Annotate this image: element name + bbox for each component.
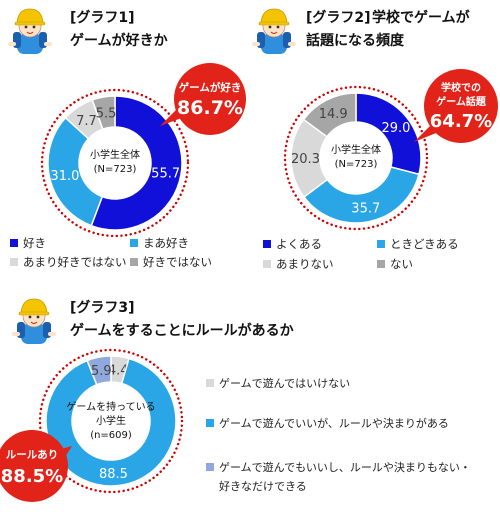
legend-label: まあ好き: [143, 236, 189, 250]
dotted-ring: [40, 88, 190, 238]
legend-swatch: [263, 240, 271, 248]
chart2-title-line2: 話題になる頻度: [306, 32, 405, 49]
badge2-title-line1: 学校での: [441, 81, 481, 94]
legend-item: 好きではない: [130, 254, 212, 270]
slice-value-label: 35.7: [351, 202, 380, 217]
legend-label: ゲームで遊んではいけない: [219, 377, 351, 390]
slice-value-label: 14.9: [319, 107, 348, 122]
legend-swatch: [206, 379, 214, 387]
legend-swatch: [130, 258, 138, 266]
slice-value-label: 7.7: [76, 114, 97, 129]
chart3-center-line3: (n=609): [90, 430, 132, 441]
donut-hole: [73, 383, 149, 459]
chart1-center-line2: (N=723): [94, 164, 137, 175]
legend-label: ゲームで遊んでいいが、ルールや決まりがある: [219, 417, 449, 430]
slice-value-label: 20.3: [291, 152, 320, 167]
legend-item: あまりない: [263, 256, 334, 272]
legend-label: 好き: [23, 236, 46, 250]
badge2-value: 64.7%: [430, 111, 492, 132]
dotted-ring: [283, 85, 429, 231]
chart3-center-line1: ゲームを持っている: [66, 400, 155, 413]
legend-label: 好きではない: [143, 255, 212, 269]
legend-label: よくある: [276, 237, 322, 251]
chart1-center-line1: 小学生全体: [90, 148, 140, 161]
chart2-title: [グラフ2]: [306, 9, 371, 26]
badge2-title-line2: ゲーム話題: [436, 95, 487, 108]
slice-value-label: 88.5: [99, 467, 128, 482]
legend-label: ない: [390, 257, 413, 271]
legend-swatch: [263, 260, 271, 268]
slice-value-label: 29.0: [381, 121, 410, 136]
legend-label: ゲームで遊んでもいいし、ルールや決まりもない・: [219, 461, 471, 474]
legend-swatch: [10, 239, 18, 247]
slice-value-label: 55.7: [151, 166, 180, 181]
legend-swatch: [377, 240, 385, 248]
chart1-highlight-badge: ゲームが好き 86.7%: [160, 63, 246, 135]
legend-item: ゲームで遊んではいけない: [206, 375, 350, 391]
chart2-title-line1: 学校でゲームが: [372, 9, 471, 26]
chart2-center-line2: (N=723): [335, 159, 378, 170]
badge3-title: ルールあり: [6, 448, 59, 461]
chart2-center-line1: 小学生全体: [331, 143, 381, 156]
legend-item: ない: [377, 256, 413, 272]
badge1-title: ゲームが好き: [179, 81, 242, 94]
legend-item: ゲームで遊んでいいが、ルールや決まりがある: [206, 415, 449, 431]
legend-label-continued: 好きなだけできる: [219, 480, 307, 493]
donut-slice: [302, 92, 357, 138]
kid-mascot-icon: [251, 8, 297, 55]
chart3-subtitle: ゲームをすることにルールがあるか: [70, 322, 294, 339]
legend-swatch: [10, 258, 18, 266]
donut-chart-3: 4.4 88.5 5.9: [38, 348, 184, 494]
donut-slice: [47, 116, 104, 227]
chart1-subtitle: ゲームが好きか: [70, 32, 168, 49]
badge3-value: 88.5%: [1, 466, 63, 487]
legend-swatch: [130, 239, 138, 247]
legend-item: ときどきある: [377, 236, 459, 252]
chart3-center-line2: 小学生: [96, 414, 126, 427]
kid-mascot-icon: [11, 298, 57, 345]
slice-value-label: 5.9: [91, 364, 112, 379]
donut-chart-2: 29.0 35.7 20.3 14.9: [283, 85, 429, 231]
legend-label: あまりない: [276, 257, 334, 271]
donut-slice: [302, 166, 420, 224]
legend-label: ときどきある: [390, 237, 459, 251]
slice-value-label: 31.0: [50, 169, 79, 184]
chart1-title: [グラフ1]: [70, 9, 135, 26]
donut-slice: [90, 95, 183, 231]
legend-item: 好き: [10, 235, 46, 251]
chart3-title: [グラフ3]: [70, 299, 135, 316]
chart2-highlight-badge: 学校での ゲーム話題 64.7%: [414, 69, 498, 143]
slice-value-label: 4.4: [108, 364, 129, 379]
donut-slice: [91, 95, 116, 131]
legend-item: ゲームで遊んでもいいし、ルールや決まりもない・: [206, 459, 471, 475]
donut-hole: [321, 123, 391, 193]
donut-hole: [80, 128, 150, 198]
legend-swatch: [377, 260, 385, 268]
legend-swatch: [206, 419, 214, 427]
donut-slice: [45, 357, 177, 487]
donut-slice: [86, 355, 112, 386]
legend-item: あまり好きではない: [10, 254, 127, 270]
slice-value-label: 5.5: [96, 106, 117, 121]
legend-swatch: [206, 463, 214, 471]
legend-label: あまり好きではない: [23, 255, 127, 269]
donut-chart-1: 55.7 31.0 7.75.5: [40, 88, 190, 238]
legend-item: まあ好き: [130, 235, 189, 251]
kid-mascot-icon: [7, 8, 53, 55]
dotted-ring: [38, 348, 184, 494]
chart3-highlight-badge: ルールあり 88.5%: [0, 430, 72, 502]
legend-item: よくある: [263, 236, 322, 252]
badge1-value: 86.7%: [177, 97, 243, 119]
